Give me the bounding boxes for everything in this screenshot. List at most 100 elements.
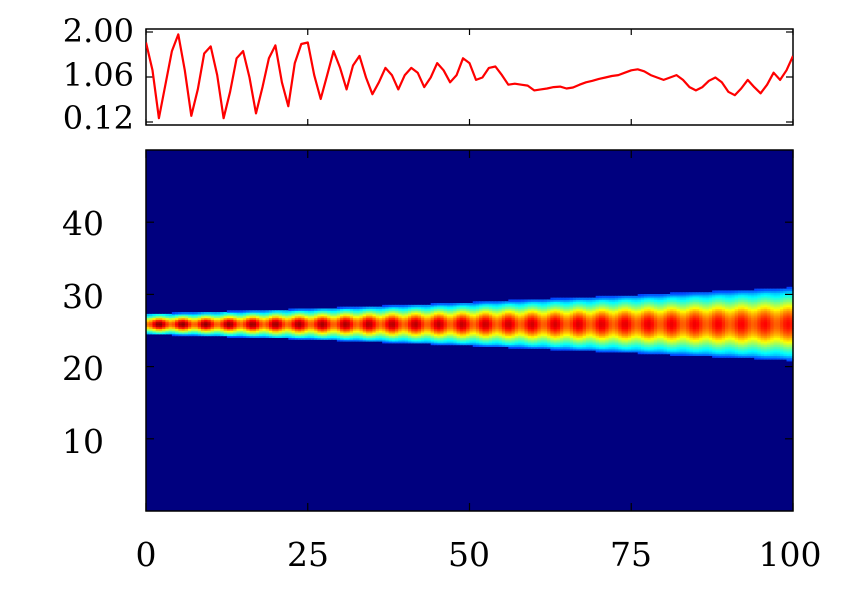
heatmap-cell bbox=[307, 322, 312, 326]
heatmap-cell bbox=[152, 328, 157, 331]
heatmap-cell bbox=[582, 317, 587, 320]
heatmap-cell bbox=[647, 326, 652, 329]
heatmap-cell bbox=[301, 315, 306, 319]
heatmap-cell bbox=[268, 310, 273, 313]
heatmap-cell bbox=[783, 357, 788, 360]
heatmap-cell bbox=[378, 306, 383, 310]
heatmap-cell bbox=[382, 340, 386, 344]
heatmap-cell bbox=[456, 312, 461, 315]
heatmap-cell bbox=[204, 317, 209, 320]
heatmap-cell bbox=[650, 342, 655, 346]
heatmap-cell bbox=[686, 353, 691, 357]
heatmap-cell bbox=[715, 339, 720, 342]
heatmap-cell bbox=[534, 306, 539, 310]
heatmap-cell bbox=[712, 326, 716, 329]
heatmap-cell bbox=[547, 342, 551, 346]
heatmap-cell bbox=[534, 312, 539, 315]
heatmap-cell bbox=[210, 315, 215, 319]
heatmap-cell bbox=[492, 331, 496, 335]
heatmap-cell bbox=[741, 335, 746, 338]
heatmap-cell bbox=[712, 292, 716, 295]
heatmap-cell bbox=[518, 333, 522, 337]
heatmap-cell bbox=[760, 357, 765, 360]
heatmap-cell bbox=[763, 299, 768, 302]
heatmap-cell bbox=[621, 330, 626, 333]
heatmap-cell bbox=[524, 304, 529, 308]
heatmap-cell bbox=[356, 330, 361, 333]
heatmap-cell bbox=[505, 322, 509, 326]
heatmap-cell bbox=[372, 322, 377, 326]
heatmap-cell bbox=[569, 328, 574, 331]
heatmap-cell bbox=[776, 306, 781, 310]
heatmap-cell bbox=[611, 344, 616, 347]
heatmap-cell bbox=[408, 330, 412, 333]
heatmap-cell bbox=[288, 328, 293, 331]
heatmap-cell bbox=[550, 328, 555, 331]
heatmap-cell bbox=[498, 333, 503, 337]
heatmap-cell bbox=[666, 330, 671, 333]
heatmap-cell bbox=[255, 328, 260, 331]
heatmap-cell bbox=[663, 301, 668, 304]
heatmap-cell bbox=[738, 348, 742, 351]
heatmap-cell bbox=[197, 330, 202, 333]
heatmap-cell bbox=[686, 328, 691, 331]
heatmap-cell bbox=[747, 333, 752, 337]
heatmap-cell bbox=[372, 313, 377, 317]
heatmap-cell bbox=[553, 333, 558, 337]
heatmap-cell bbox=[731, 299, 736, 302]
heatmap-cell bbox=[670, 322, 674, 326]
heatmap-cell bbox=[278, 315, 283, 319]
heatmap-cell bbox=[725, 339, 729, 342]
heatmap-cell bbox=[721, 301, 726, 304]
heatmap-cell bbox=[152, 324, 157, 328]
heatmap-cell bbox=[644, 299, 649, 302]
heatmap-cell bbox=[482, 339, 487, 342]
heatmap-cell bbox=[375, 306, 380, 310]
heatmap-cell bbox=[265, 317, 270, 320]
heatmap-cell bbox=[197, 312, 202, 315]
heatmap-cell bbox=[663, 349, 668, 353]
heatmap-cell bbox=[734, 348, 739, 351]
heatmap-cell bbox=[728, 335, 733, 338]
heatmap-cell bbox=[760, 324, 765, 328]
heatmap-cell bbox=[653, 312, 658, 315]
heatmap-cell bbox=[773, 294, 778, 297]
heatmap-cell bbox=[721, 353, 726, 357]
heatmap-cell bbox=[770, 321, 775, 324]
heatmap-cell bbox=[149, 322, 154, 326]
heatmap-cell bbox=[385, 319, 390, 322]
heatmap-cell bbox=[750, 315, 755, 319]
heatmap-cell bbox=[611, 304, 616, 308]
heatmap-cell bbox=[336, 322, 341, 326]
heatmap-cell bbox=[640, 333, 645, 337]
heatmap-cell bbox=[184, 326, 189, 329]
heatmap-cell bbox=[744, 355, 749, 358]
heatmap-cell bbox=[168, 319, 173, 322]
heatmap-cell bbox=[501, 321, 506, 324]
heatmap-cell bbox=[291, 313, 296, 317]
heatmap-cell bbox=[721, 346, 726, 349]
heatmap-cell bbox=[430, 326, 435, 329]
heatmap-cell bbox=[378, 333, 383, 337]
heatmap-cell bbox=[404, 328, 409, 331]
heatmap-cell bbox=[388, 321, 393, 324]
heatmap-cell bbox=[763, 333, 768, 337]
heatmap-cell bbox=[530, 344, 535, 347]
heatmap-cell bbox=[563, 319, 568, 322]
heatmap-cell bbox=[692, 315, 697, 319]
heatmap-cell bbox=[382, 304, 386, 308]
heatmap-cell bbox=[514, 319, 519, 322]
heatmap-cell bbox=[695, 294, 700, 297]
heatmap-cell bbox=[725, 313, 729, 317]
heatmap-cell bbox=[721, 339, 726, 342]
heatmap-cell bbox=[505, 315, 509, 319]
heatmap-cell bbox=[323, 312, 328, 315]
heatmap-cell bbox=[547, 313, 551, 317]
heatmap-cell bbox=[653, 337, 658, 340]
heatmap-cell bbox=[411, 335, 416, 338]
heatmap-cell bbox=[417, 308, 422, 311]
heatmap-cell bbox=[492, 312, 496, 315]
heatmap-cell bbox=[191, 330, 196, 333]
heatmap-cell bbox=[573, 321, 577, 324]
heatmap-cell bbox=[563, 306, 568, 310]
